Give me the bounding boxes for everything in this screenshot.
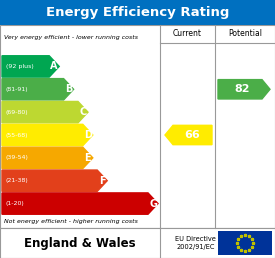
Polygon shape: [2, 56, 59, 77]
Text: 82: 82: [234, 84, 250, 94]
Polygon shape: [2, 170, 107, 191]
Text: (69-80): (69-80): [6, 110, 29, 115]
Text: (92 plus): (92 plus): [6, 64, 34, 69]
Polygon shape: [218, 80, 270, 99]
Text: Energy Efficiency Rating: Energy Efficiency Rating: [46, 6, 229, 19]
Polygon shape: [2, 147, 93, 168]
Polygon shape: [165, 125, 212, 145]
Polygon shape: [2, 193, 158, 214]
Text: A: A: [50, 61, 58, 71]
Bar: [0, 0, 275, 25]
Text: Potential: Potential: [228, 29, 262, 38]
Polygon shape: [2, 79, 74, 100]
Bar: [0, 25, 275, 228]
Text: (21-38): (21-38): [6, 178, 29, 183]
Text: (55-68): (55-68): [6, 133, 29, 138]
Polygon shape: [2, 124, 93, 146]
Text: England & Wales: England & Wales: [24, 237, 136, 249]
Text: Very energy efficient - lower running costs: Very energy efficient - lower running co…: [4, 36, 138, 41]
Text: Current: Current: [173, 29, 202, 38]
Text: G: G: [149, 199, 157, 208]
Text: (81-91): (81-91): [6, 87, 29, 92]
Bar: [0, 228, 275, 258]
Text: Not energy efficient - higher running costs: Not energy efficient - higher running co…: [4, 220, 138, 224]
Bar: [218, 231, 272, 255]
Text: EU Directive: EU Directive: [175, 236, 216, 243]
Text: D: D: [84, 130, 92, 140]
Text: B: B: [65, 84, 72, 94]
Text: 66: 66: [185, 130, 200, 140]
Text: 2002/91/EC: 2002/91/EC: [177, 245, 215, 251]
Text: (39-54): (39-54): [6, 155, 29, 160]
Text: (1-20): (1-20): [6, 201, 25, 206]
Text: C: C: [79, 107, 87, 117]
Text: F: F: [99, 176, 106, 186]
Polygon shape: [2, 101, 88, 123]
Text: E: E: [84, 153, 91, 163]
